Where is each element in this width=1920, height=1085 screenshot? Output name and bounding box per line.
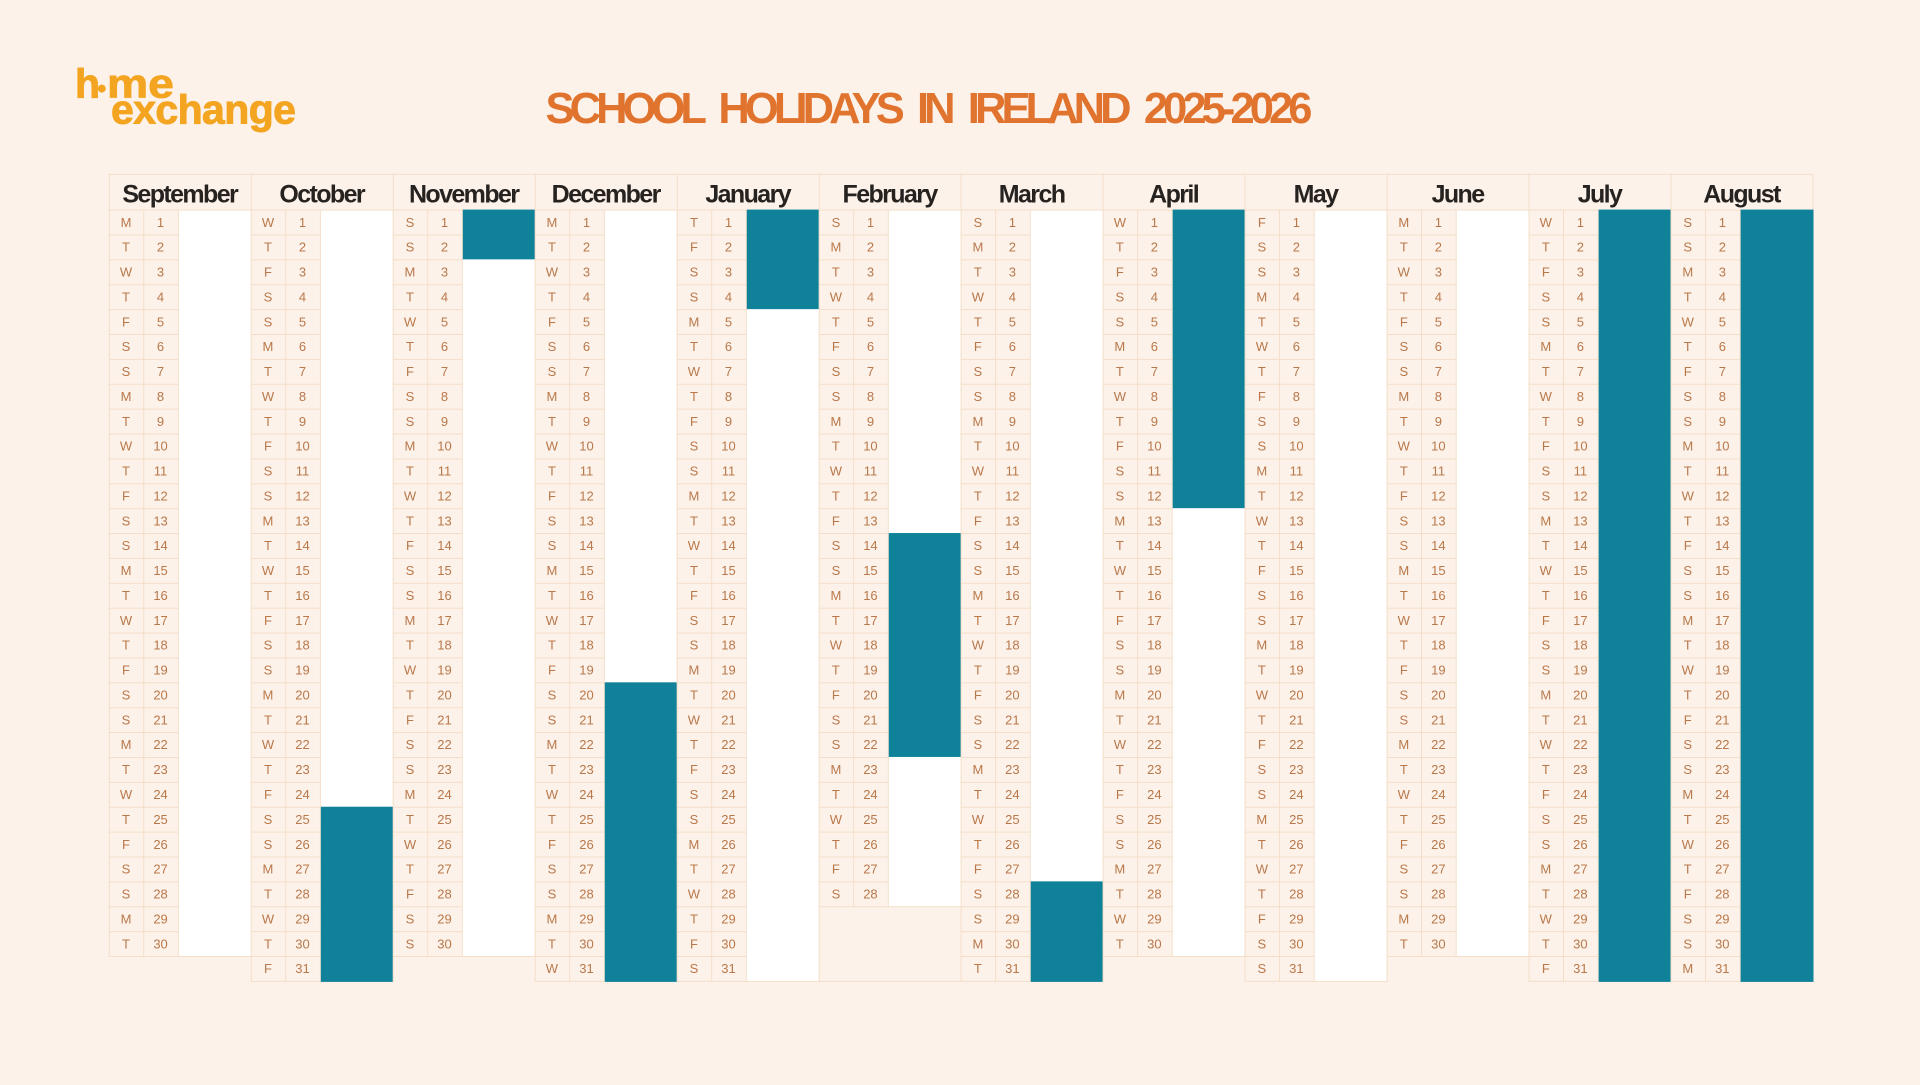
svg-text:May: May xyxy=(1294,181,1340,209)
svg-text:exchange: exchange xyxy=(111,86,295,132)
svg-text:February: February xyxy=(843,181,939,209)
svg-text:h: h xyxy=(75,61,100,107)
svg-text:September: September xyxy=(122,181,239,209)
svg-text:me: me xyxy=(107,61,174,107)
svg-text:November: November xyxy=(409,181,520,209)
svg-text:April: April xyxy=(1149,181,1199,209)
svg-text:July: July xyxy=(1578,181,1623,209)
svg-text:January: January xyxy=(705,181,791,209)
svg-text:December: December xyxy=(552,181,662,209)
svg-text:June: June xyxy=(1432,181,1486,209)
svg-text:March: March xyxy=(999,181,1065,209)
svg-text:October: October xyxy=(279,181,366,209)
svg-text:SCHOOL HOLIDAYS IN IRELAND 202: SCHOOL HOLIDAYS IN IRELAND 2025-2026 xyxy=(546,85,1313,133)
svg-text:August: August xyxy=(1703,181,1782,209)
